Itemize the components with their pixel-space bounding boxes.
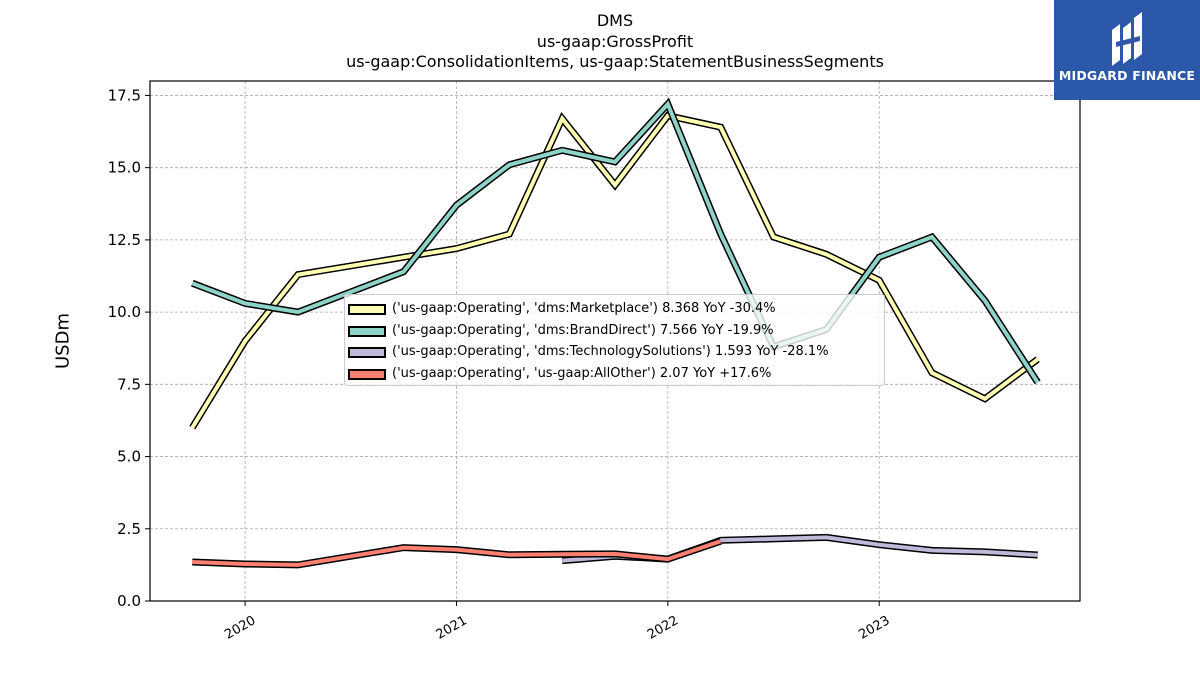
y-tick-label: 12.5 bbox=[108, 231, 141, 249]
x-tick-label: 2022 bbox=[645, 613, 681, 643]
legend-label: ('us-gaap:Operating', 'dms:BrandDirect')… bbox=[392, 322, 774, 338]
y-tick-label: 0.0 bbox=[117, 592, 141, 610]
x-tick-label: 2020 bbox=[222, 613, 258, 643]
legend-label: ('us-gaap:Operating', 'dms:TechnologySol… bbox=[392, 344, 829, 359]
y-tick-label: 2.5 bbox=[117, 520, 141, 538]
legend-label: ('us-gaap:Operating', 'dms:Marketplace')… bbox=[392, 301, 776, 316]
x-tick-label: 2023 bbox=[856, 613, 892, 643]
chart-subtitle: us-gaap:GrossProfit bbox=[536, 32, 694, 51]
y-tick-label: 7.5 bbox=[117, 375, 141, 393]
chart-title: DMS bbox=[596, 11, 634, 30]
x-tick-label: 2021 bbox=[434, 613, 470, 643]
logo-mark-icon bbox=[1112, 12, 1142, 66]
legend-label: ('us-gaap:Operating', 'us-gaap:AllOther'… bbox=[392, 365, 772, 381]
logo-text: MIDGARD FINANCE bbox=[1058, 68, 1196, 83]
y-axis-label: USDm bbox=[52, 313, 74, 369]
legend-swatch bbox=[348, 325, 386, 337]
y-tick-label: 10.0 bbox=[108, 303, 141, 321]
series-0-line bbox=[190, 113, 1039, 429]
legend-item: ('us-gaap:Operating', 'us-gaap:AllOther'… bbox=[345, 365, 884, 387]
legend-swatch bbox=[348, 304, 386, 315]
legend-item: ('us-gaap:Operating', 'dms:Marketplace')… bbox=[345, 300, 884, 322]
series-lines bbox=[189, 97, 1041, 569]
legend: ('us-gaap:Operating', 'dms:Marketplace')… bbox=[344, 294, 885, 386]
y-tick-label: 15.0 bbox=[108, 159, 141, 177]
plot-frame bbox=[149, 80, 1081, 602]
legend-item: ('us-gaap:Operating', 'dms:TechnologySol… bbox=[345, 343, 884, 365]
series-1-line bbox=[191, 100, 1040, 384]
legend-item: ('us-gaap:Operating', 'dms:BrandDirect')… bbox=[345, 322, 884, 344]
y-tick-label: 17.5 bbox=[108, 86, 141, 104]
brand-logo: MIDGARD FINANCE bbox=[1054, 0, 1200, 100]
legend-swatch bbox=[348, 368, 386, 380]
series-3-line bbox=[192, 539, 722, 567]
y-tick-label: 5.0 bbox=[117, 448, 141, 466]
legend-swatch bbox=[348, 347, 386, 358]
chart-subtitle-2: us-gaap:ConsolidationItems, us-gaap:Stat… bbox=[346, 52, 884, 71]
